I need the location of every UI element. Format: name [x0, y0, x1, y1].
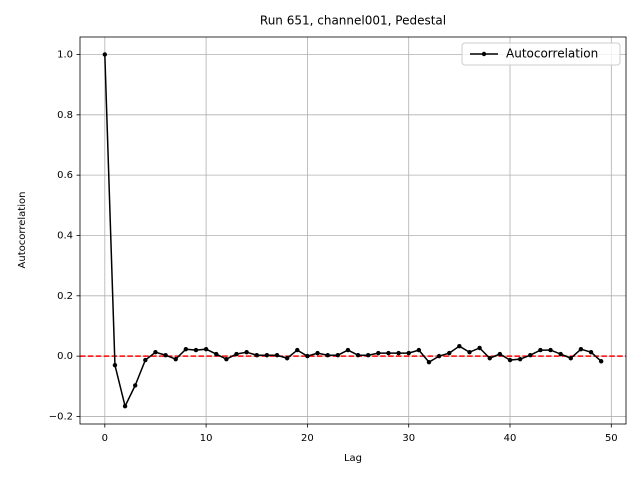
data-point: [102, 52, 108, 57]
data-point: [254, 353, 259, 358]
data-point: [325, 353, 330, 358]
data-point: [305, 353, 310, 359]
data-point: [244, 350, 249, 355]
data-point: [477, 345, 482, 351]
data-point: [274, 353, 280, 358]
data-point: [112, 362, 118, 368]
legend-label: Autocorrelation: [506, 47, 598, 61]
data-point: [133, 383, 138, 388]
data-point: [224, 356, 229, 362]
data-point: [284, 356, 290, 361]
data-point: [163, 353, 168, 358]
data-point: [173, 356, 178, 362]
data-point: [406, 350, 411, 356]
data-point: [436, 353, 442, 359]
x-tick-label: 50: [605, 433, 618, 444]
data-point: [548, 347, 553, 353]
data-line: [104, 54, 602, 409]
y-tick-label: 0.0: [57, 351, 73, 362]
data-point: [538, 347, 543, 353]
legend-marker: [481, 51, 487, 57]
data-point: [183, 346, 189, 352]
data-point: [143, 357, 148, 363]
data-point: [578, 346, 584, 352]
data-point: [365, 353, 371, 358]
data-point: [396, 350, 401, 356]
data-point: [153, 350, 158, 355]
data-point: [517, 356, 523, 362]
y-tick-label: 0.8: [57, 110, 73, 121]
data-point: [335, 353, 341, 358]
x-tick-label: 20: [301, 433, 314, 444]
x-tick-label: 0: [102, 433, 108, 444]
data-point: [497, 351, 503, 357]
data-point: [315, 350, 320, 356]
y-tick-label: 0.2: [57, 291, 73, 302]
data-point: [457, 343, 462, 349]
x-tick-label: 30: [402, 433, 415, 444]
y-tick-label: 1.0: [57, 49, 73, 60]
y-axis-label: Autocorrelation: [17, 192, 28, 269]
data-point: [588, 350, 594, 355]
y-tick-label: 0.4: [57, 230, 73, 241]
data-point: [214, 351, 219, 357]
data-point: [416, 347, 422, 353]
data-point: [426, 359, 432, 365]
data-point: [295, 347, 300, 353]
data-point: [487, 356, 492, 361]
data-point: [193, 347, 199, 353]
data-point: [203, 346, 209, 352]
data-point: [598, 359, 604, 364]
data-point: [264, 353, 270, 358]
data-point: [386, 350, 391, 356]
plot-frame: [79, 36, 627, 425]
chart-title: Run 651, channel001, Pedestal: [260, 14, 446, 28]
x-tick-label: 40: [504, 433, 517, 444]
legend: Autocorrelation: [461, 42, 621, 66]
data-point: [568, 356, 573, 361]
legend-box: [461, 42, 621, 66]
data-point: [467, 350, 472, 355]
data-point: [447, 350, 452, 356]
data-point: [507, 357, 513, 363]
data-point: [376, 350, 381, 356]
y-tick-label: 0.6: [57, 170, 73, 181]
data-point: [345, 347, 351, 353]
x-axis-label: Lag: [344, 453, 362, 464]
data-point: [528, 353, 533, 358]
y-tick-label: −0.2: [49, 411, 73, 422]
data-point: [355, 353, 361, 358]
data-point: [122, 404, 128, 409]
data-point: [234, 351, 239, 357]
x-tick-label: 10: [200, 433, 213, 444]
data-point: [558, 351, 563, 357]
